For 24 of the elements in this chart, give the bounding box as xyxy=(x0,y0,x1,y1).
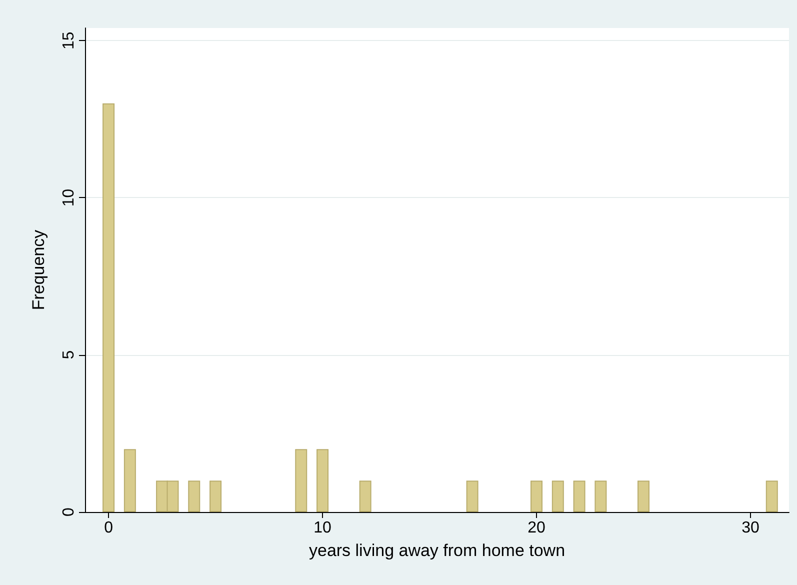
y-tick-label: 10 xyxy=(60,188,78,207)
bar xyxy=(573,480,586,512)
bar xyxy=(188,480,200,512)
x-tick-label: 20 xyxy=(528,520,546,536)
bar xyxy=(295,449,308,512)
y-axis-title: Frequency xyxy=(29,229,48,310)
bar xyxy=(102,103,115,512)
y-tick-label: 15 xyxy=(60,32,78,50)
bar xyxy=(766,480,778,512)
x-tick-label: 30 xyxy=(742,520,760,536)
bar xyxy=(359,480,372,512)
y-tick-label: 5 xyxy=(60,350,78,360)
x-axis-title: years living away from home town xyxy=(308,541,566,560)
bar xyxy=(210,480,222,512)
bar xyxy=(530,480,542,512)
bar xyxy=(466,480,478,512)
x-tick-label: 10 xyxy=(314,520,332,536)
y-tick-label: 0 xyxy=(60,507,78,516)
bar xyxy=(594,480,607,512)
bar xyxy=(638,480,650,512)
bar xyxy=(552,480,564,512)
x-tick-label: 0 xyxy=(104,520,114,536)
bar xyxy=(316,449,329,512)
bar xyxy=(124,449,136,512)
